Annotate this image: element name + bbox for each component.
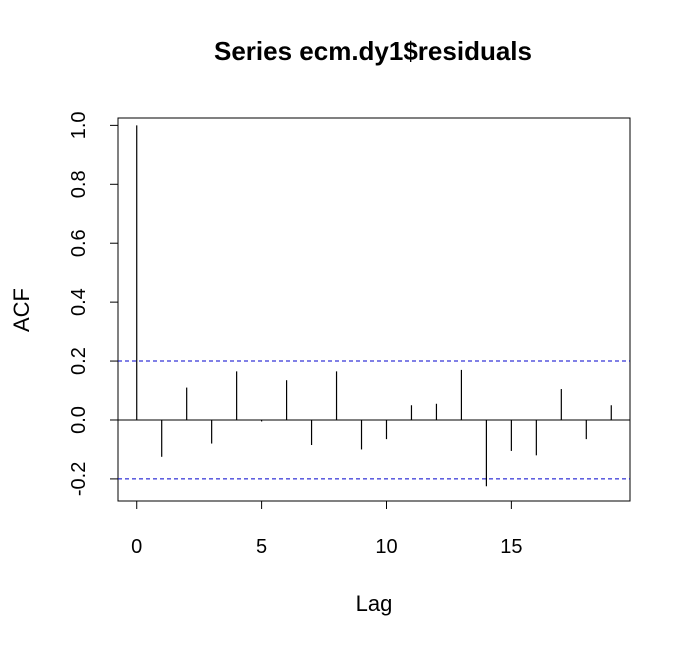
y-tick-label: 0.0 (68, 406, 90, 434)
y-tick-label: 1.0 (68, 111, 90, 139)
y-axis-label: ACF (9, 288, 34, 332)
x-tick-label: 10 (375, 536, 397, 558)
y-tick-label: 0.6 (68, 229, 90, 257)
confidence-band (118, 360, 630, 480)
x-tick-label: 5 (256, 536, 267, 558)
chart-title: Series ecm.dy1$residuals (214, 36, 532, 66)
x-axis-label: Lag (356, 591, 393, 616)
acf-bars (136, 125, 612, 487)
x-axis: 0 5 10 15 (131, 500, 522, 558)
x-tick-label: 0 (131, 536, 142, 558)
x-tick-label: 15 (500, 536, 522, 558)
y-tick-label: 0.8 (68, 170, 90, 198)
y-tick-label: 0.2 (68, 347, 90, 375)
plot-frame (117, 117, 631, 502)
y-axis: -0.2 0.0 0.2 0.4 0.6 0.8 1.0 (68, 111, 119, 496)
y-tick-label: -0.2 (68, 462, 90, 496)
y-tick-label: 0.4 (68, 288, 90, 316)
